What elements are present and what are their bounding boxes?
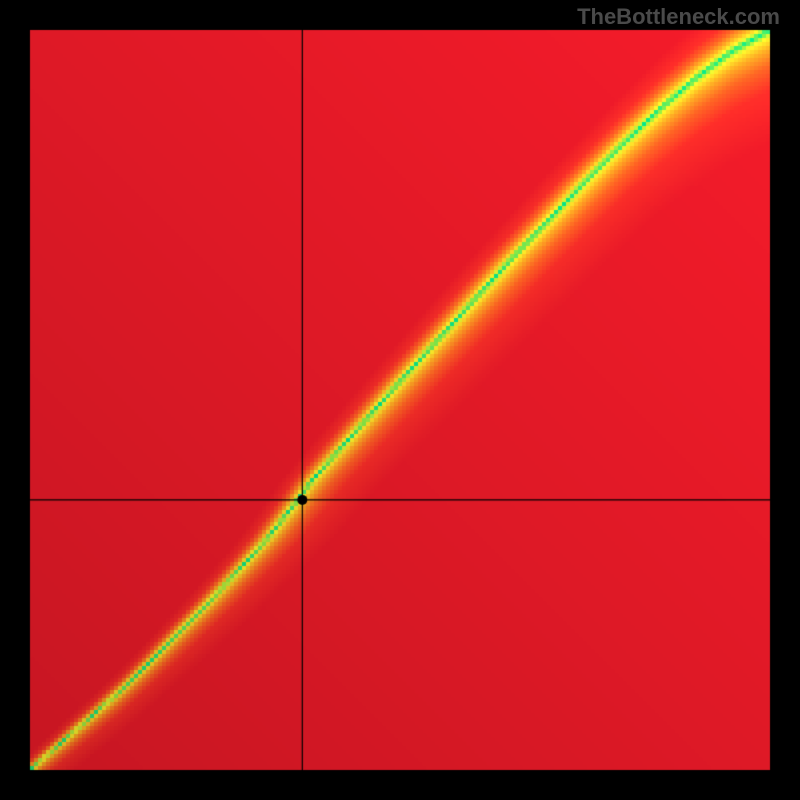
watermark-text: TheBottleneck.com: [577, 4, 780, 30]
chart-container: TheBottleneck.com: [0, 0, 800, 800]
bottleneck-heatmap: [0, 0, 800, 800]
